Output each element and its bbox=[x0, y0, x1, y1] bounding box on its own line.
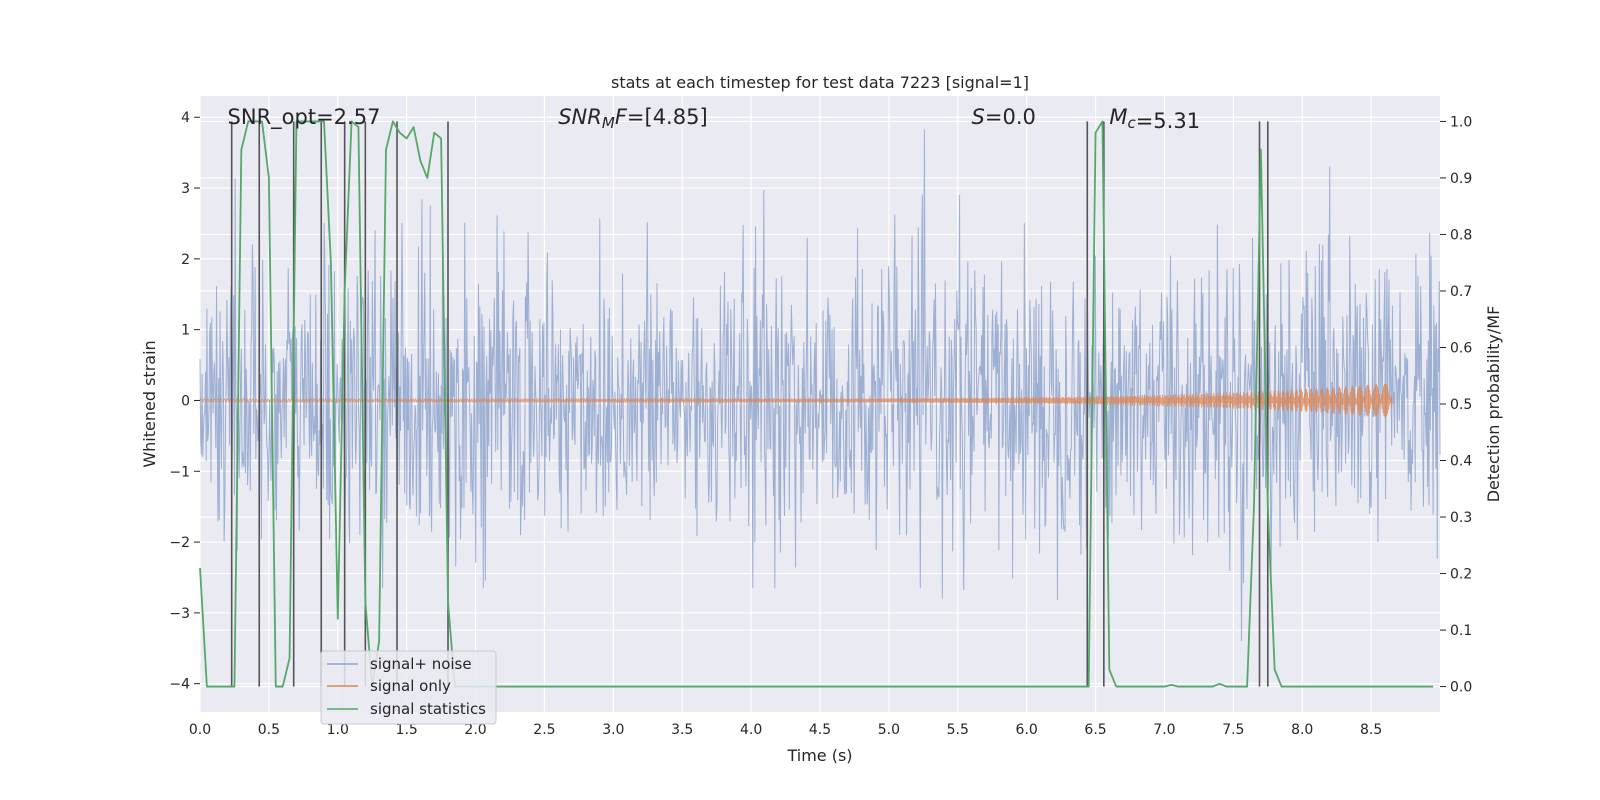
x-tick-0: 0.0 bbox=[189, 722, 211, 738]
legend: signal+ noise signal only signal statist… bbox=[320, 650, 497, 725]
y-axis-right-label: Detection probability/MF bbox=[1484, 306, 1503, 503]
x-tick-2: 1.0 bbox=[327, 722, 349, 738]
y-right-tick-3: 0.7 bbox=[1450, 284, 1472, 300]
y-left-tick-8: −4 bbox=[169, 677, 190, 693]
y-axis-left-ticks: 4 3 2 1 0 −1 −2 −3 −4 bbox=[169, 110, 200, 693]
legend-label-noise: signal+ noise bbox=[370, 655, 472, 673]
y-right-tick-5: 0.5 bbox=[1450, 397, 1472, 413]
y-left-tick-2: 2 bbox=[181, 252, 190, 268]
annotation-3: Mc=5.31 bbox=[1109, 105, 1200, 133]
x-tick-9: 4.5 bbox=[809, 722, 831, 738]
noise-series bbox=[199, 129, 1441, 642]
y-right-tick-4: 0.6 bbox=[1450, 340, 1472, 356]
x-tick-13: 6.5 bbox=[1084, 722, 1106, 738]
signal-trace bbox=[199, 383, 1393, 418]
signal-only-series bbox=[199, 383, 1393, 418]
legend-label-signal: signal only bbox=[370, 677, 451, 695]
y-left-tick-6: −2 bbox=[169, 535, 190, 551]
legend-box bbox=[320, 650, 497, 725]
y-left-tick-5: −1 bbox=[169, 464, 190, 480]
y-right-tick-9: 0.1 bbox=[1450, 623, 1472, 639]
y-axis-right-ticks: 1.0 0.9 0.8 0.7 0.6 0.5 0.4 0.3 0.2 0.1 0.0 bbox=[1440, 114, 1472, 696]
signal-statistics-series bbox=[199, 120, 1434, 688]
y-right-tick-7: 0.3 bbox=[1450, 510, 1472, 526]
x-tick-3: 1.5 bbox=[396, 722, 418, 738]
detection-vlines bbox=[230, 121, 1269, 687]
noise-trace bbox=[199, 129, 1441, 642]
y-left-tick-3: 1 bbox=[181, 323, 190, 339]
y-right-tick-0: 1.0 bbox=[1450, 114, 1472, 130]
y-right-tick-10: 0.0 bbox=[1450, 680, 1472, 696]
annotation-1: SNRMF=[4.85] bbox=[558, 105, 707, 132]
x-tick-14: 7.0 bbox=[1153, 722, 1175, 738]
y-left-tick-7: −3 bbox=[169, 606, 190, 622]
y-right-tick-1: 0.9 bbox=[1450, 171, 1472, 187]
x-tick-1: 0.5 bbox=[258, 722, 280, 738]
x-tick-12: 6.0 bbox=[1016, 722, 1038, 738]
y-right-tick-6: 0.4 bbox=[1450, 454, 1472, 470]
annotation-0: SNR_opt=2.57 bbox=[228, 105, 381, 130]
y-right-tick-2: 0.8 bbox=[1450, 227, 1472, 243]
x-tick-5: 2.5 bbox=[533, 722, 555, 738]
legend-label-stats: signal statistics bbox=[370, 700, 486, 718]
x-tick-10: 5.0 bbox=[878, 722, 900, 738]
annotations: SNR_opt=2.57 SNRMF=[4.85] S=0.0 Mc=5.31 bbox=[228, 105, 1201, 133]
x-tick-6: 3.0 bbox=[602, 722, 624, 738]
y-left-tick-4: 0 bbox=[181, 393, 190, 409]
chart-title: stats at each timestep for test data 722… bbox=[611, 73, 1029, 92]
annotation-2: S=0.0 bbox=[972, 105, 1036, 129]
x-tick-4: 2.0 bbox=[464, 722, 486, 738]
x-tick-7: 3.5 bbox=[671, 722, 693, 738]
x-axis-ticks: 0.0 0.5 1.0 1.5 2.0 2.5 3.0 3.5 4.0 4.5 5.0 5.5 6.0 6… bbox=[189, 722, 1382, 738]
y-right-tick-8: 0.2 bbox=[1450, 567, 1472, 583]
y-left-tick-0: 4 bbox=[181, 110, 190, 126]
x-tick-17: 8.5 bbox=[1360, 722, 1382, 738]
x-axis-label: Time (s) bbox=[786, 746, 852, 765]
x-tick-15: 7.5 bbox=[1222, 722, 1244, 738]
y-left-tick-1: 3 bbox=[181, 181, 190, 197]
y-axis-left-label: Whitened strain bbox=[140, 340, 159, 467]
stats-line bbox=[199, 120, 1434, 688]
x-tick-11: 5.5 bbox=[947, 722, 969, 738]
x-tick-8: 4.0 bbox=[740, 722, 762, 738]
x-tick-16: 8.0 bbox=[1291, 722, 1313, 738]
